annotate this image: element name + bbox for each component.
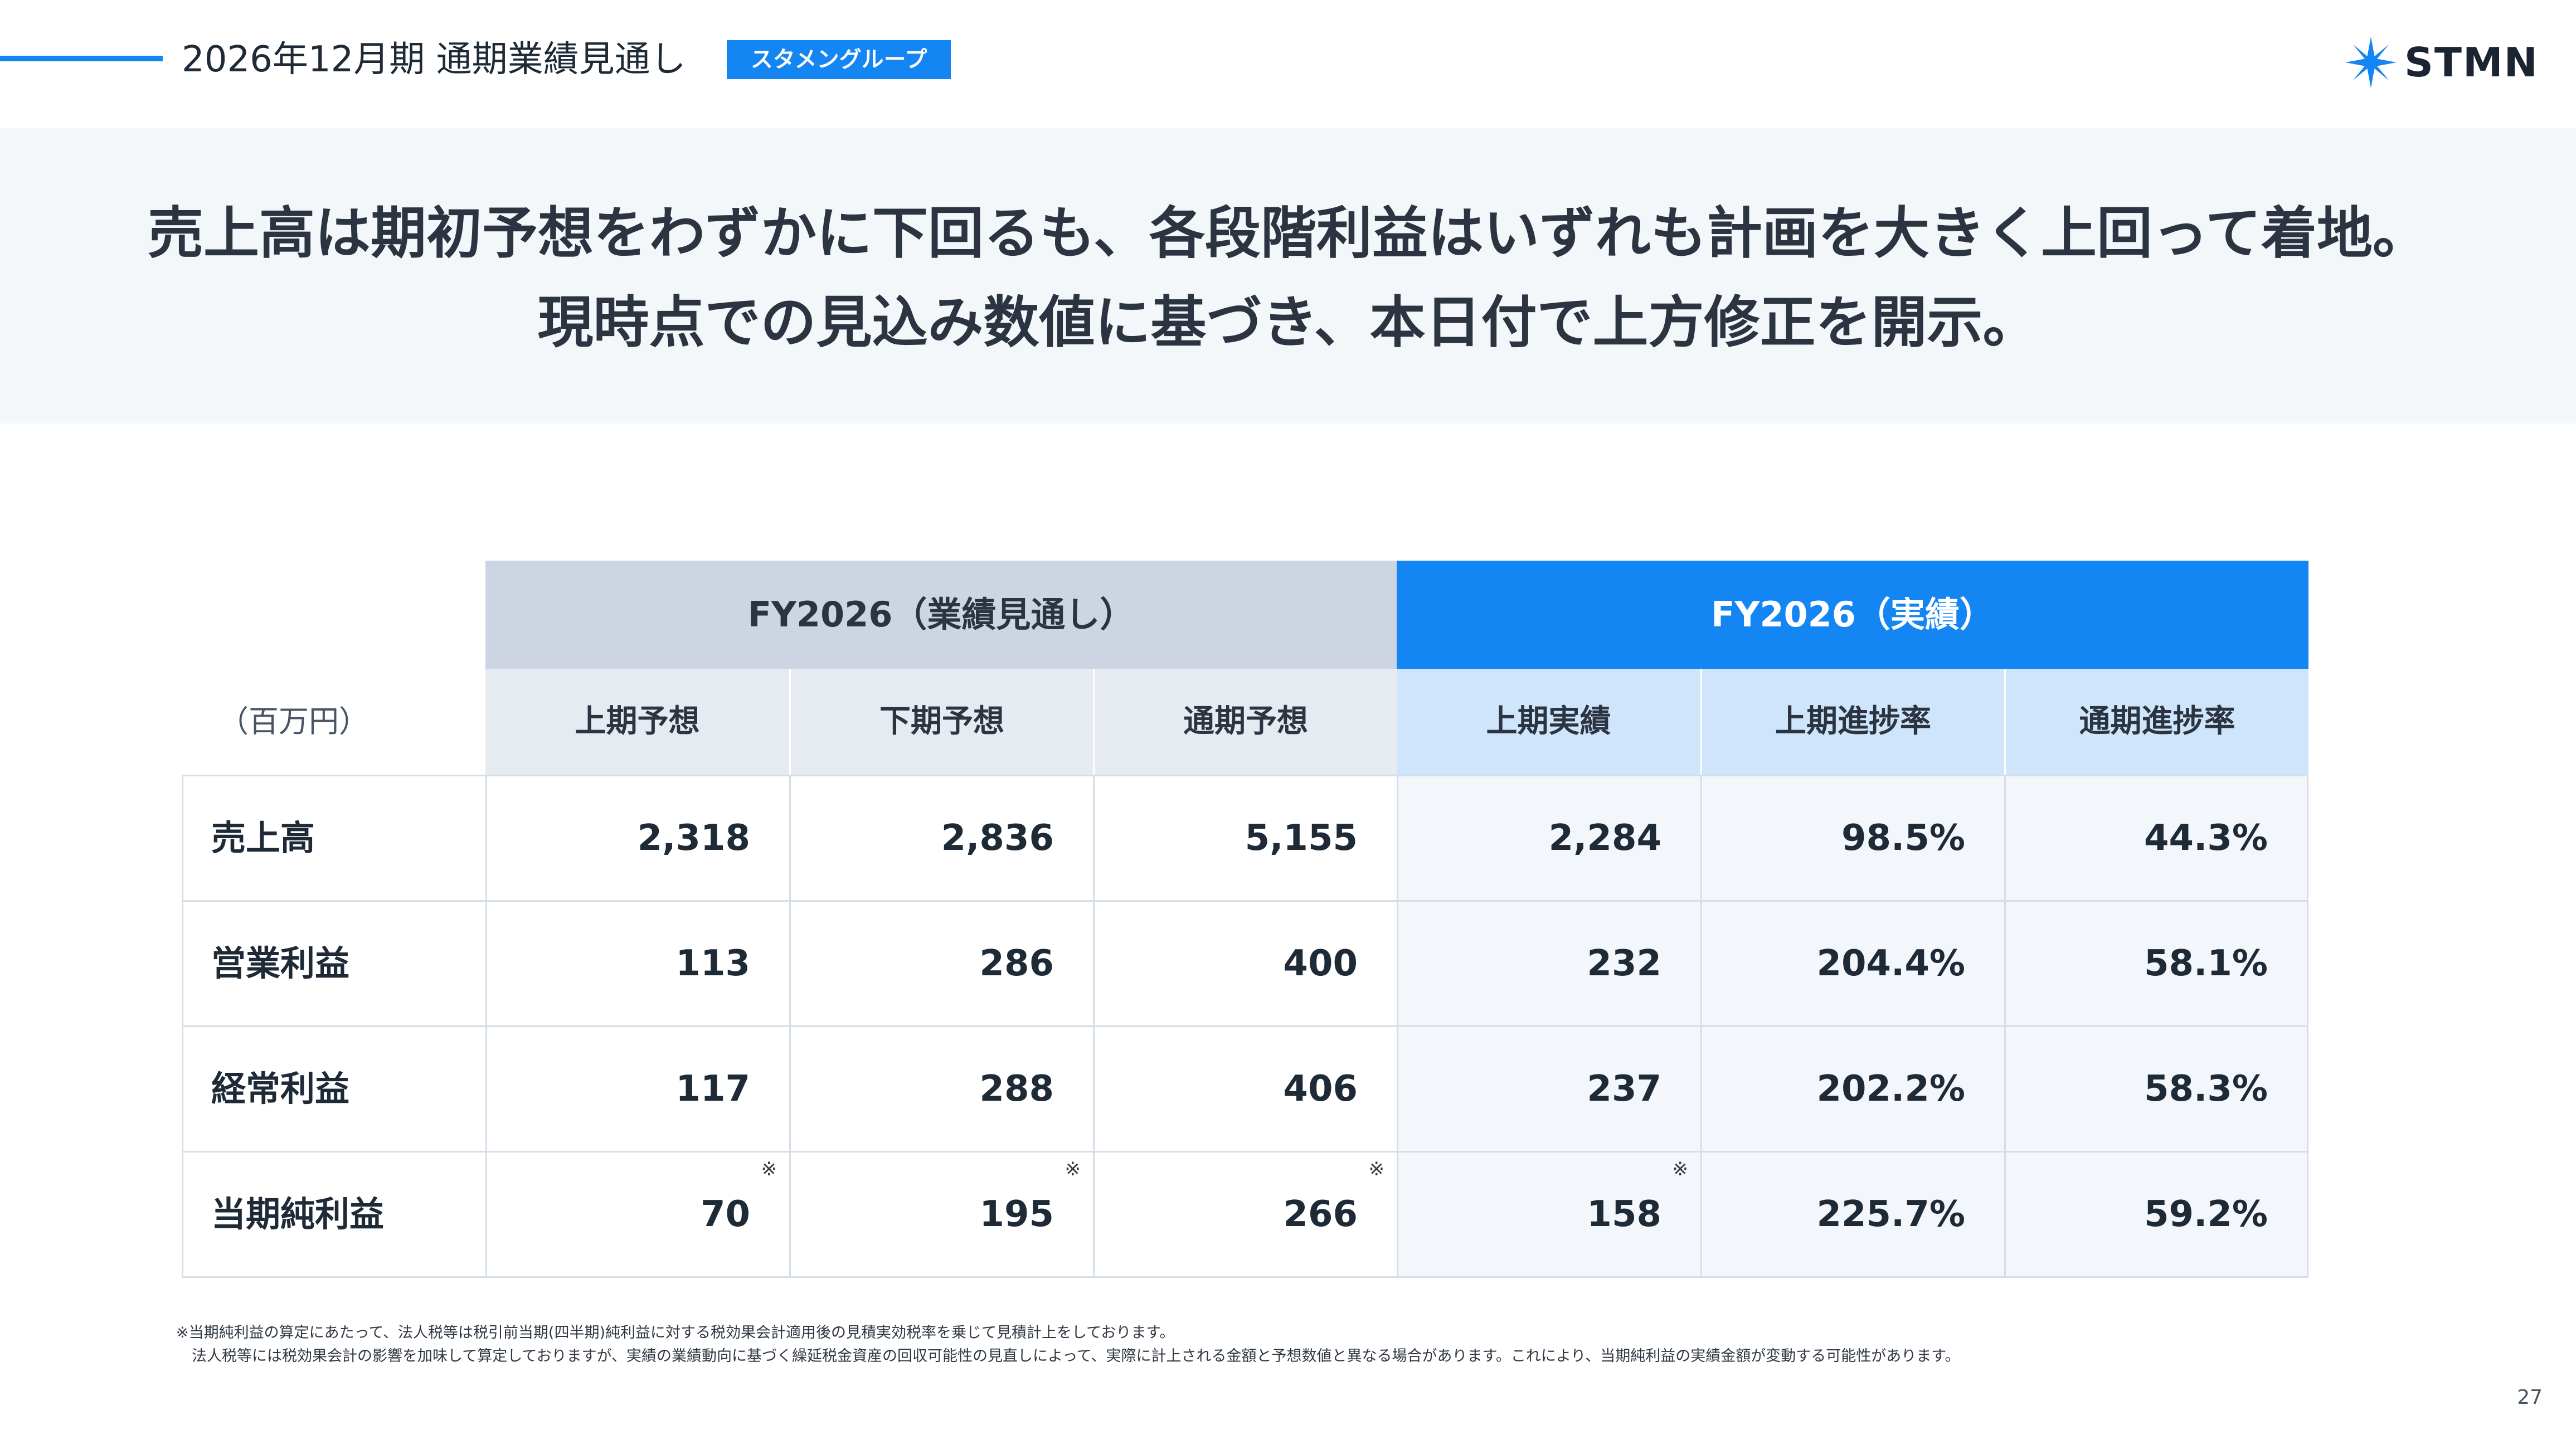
table-cell: 204.4% [1700, 900, 2006, 1027]
footnote-line-1: ※当期純利益の算定にあたって、法人税等は税引前当期(四半期)純利益に対する税効果… [176, 1324, 1175, 1341]
footnote-mark: ※ [1065, 1158, 1081, 1180]
row-label-net-sales: 売上高 [182, 775, 487, 902]
table-cell: 5,155 [1093, 775, 1398, 902]
cell-value: 237 [1587, 1068, 1661, 1110]
column-header-full-year-progress: 通期進捗率 [2004, 669, 2308, 775]
company-logo: STMN [2344, 35, 2539, 90]
cell-value: 5,155 [1245, 818, 1358, 859]
table-cell: 406 [1093, 1025, 1398, 1153]
logo-wordmark: STMN [2404, 39, 2539, 86]
table-cell: 237 [1397, 1025, 1702, 1153]
row-label-operating-profit: 営業利益 [182, 900, 487, 1027]
cell-value: 2,318 [637, 818, 750, 859]
cell-value: 195 [979, 1194, 1054, 1235]
table-cell: 2,318 [485, 775, 791, 902]
group-header-forecast: FY2026（業績見通し） [485, 561, 1397, 669]
group-header-actual: FY2026（実績） [1397, 561, 2308, 669]
table-cell: 202.2% [1700, 1025, 2006, 1153]
cell-value: 406 [1283, 1068, 1358, 1110]
header-accent-line [0, 56, 163, 61]
cell-value: 113 [675, 943, 750, 984]
table-cell: 225.7% [1700, 1151, 2006, 1278]
star-burst-icon [2345, 36, 2397, 89]
page-title: 2026年12月期 通期業績見通し [182, 39, 686, 80]
column-header-h2-forecast: 下期予想 [789, 669, 1093, 775]
column-header-h1-progress: 上期進捗率 [1700, 669, 2004, 775]
group-badge: スタメングループ [727, 40, 951, 79]
table-cell: 288 [789, 1025, 1095, 1153]
table-cell: 400 [1093, 900, 1398, 1027]
cell-value: 2,836 [941, 818, 1054, 859]
table-cell: 195 ※ [789, 1151, 1095, 1278]
column-header-h1-actual: 上期実績 [1397, 669, 1700, 775]
unit-label: （百万円） [218, 704, 369, 739]
column-header-full-year-forecast: 通期予想 [1093, 669, 1397, 775]
table-cell: 117 [485, 1025, 791, 1153]
table-cell: 158 ※ [1397, 1151, 1702, 1278]
table-cell: 59.2% [2004, 1151, 2308, 1278]
footnote-line-2: 法人税等には税効果会計の影響を加味して算定しておりますが、実績の業績動向に基づく… [192, 1348, 1960, 1365]
headline-line-1: 売上高は期初予想をわずかに下回るも、各段階利益はいずれも計画を大きく上回って着地… [148, 201, 2428, 266]
cell-value: 2,284 [1548, 818, 1661, 859]
footnote-mark: ※ [761, 1158, 777, 1180]
row-label-ordinary-profit: 経常利益 [182, 1025, 487, 1153]
cell-value: 232 [1587, 943, 1661, 984]
table-cell: 70 ※ [485, 1151, 791, 1278]
headline-banner: 売上高は期初予想をわずかに下回るも、各段階利益はいずれも計画を大きく上回って着地… [0, 128, 2576, 424]
footnote-mark: ※ [1672, 1158, 1689, 1180]
table-cell: 2,284 [1397, 775, 1702, 902]
cell-value: 70 [700, 1194, 750, 1235]
table-cell: 58.3% [2004, 1025, 2308, 1153]
footnote-mark: ※ [1368, 1158, 1385, 1180]
cell-value: 288 [979, 1068, 1054, 1110]
table-cell: 58.1% [2004, 900, 2308, 1027]
cell-value: 158 [1587, 1194, 1661, 1235]
table-cell: 44.3% [2004, 775, 2308, 902]
column-header-h1-forecast: 上期予想 [485, 669, 789, 775]
cell-value: 286 [979, 943, 1054, 984]
headline-line-2: 現時点での見込み数値に基づき、本日付で上方修正を開示。 [537, 290, 2039, 355]
table-cell: 2,836 [789, 775, 1095, 902]
cell-value: 117 [675, 1068, 750, 1110]
table-cell: 98.5% [1700, 775, 2006, 902]
table-cell: 266 ※ [1093, 1151, 1398, 1278]
cell-value: 400 [1283, 943, 1358, 984]
row-label-net-income: 当期純利益 [182, 1151, 487, 1278]
table-cell: 286 [789, 900, 1095, 1027]
cell-value: 266 [1283, 1194, 1358, 1235]
table-cell: 113 [485, 900, 791, 1027]
table-cell: 232 [1397, 900, 1702, 1027]
page-number: 27 [2517, 1386, 2543, 1409]
